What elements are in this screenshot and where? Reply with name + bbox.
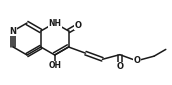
Text: OH: OH (48, 62, 61, 70)
Text: O: O (116, 62, 123, 71)
Text: NH: NH (48, 19, 61, 28)
Text: O: O (133, 56, 140, 65)
Text: O: O (75, 21, 82, 30)
Text: N: N (10, 27, 17, 36)
